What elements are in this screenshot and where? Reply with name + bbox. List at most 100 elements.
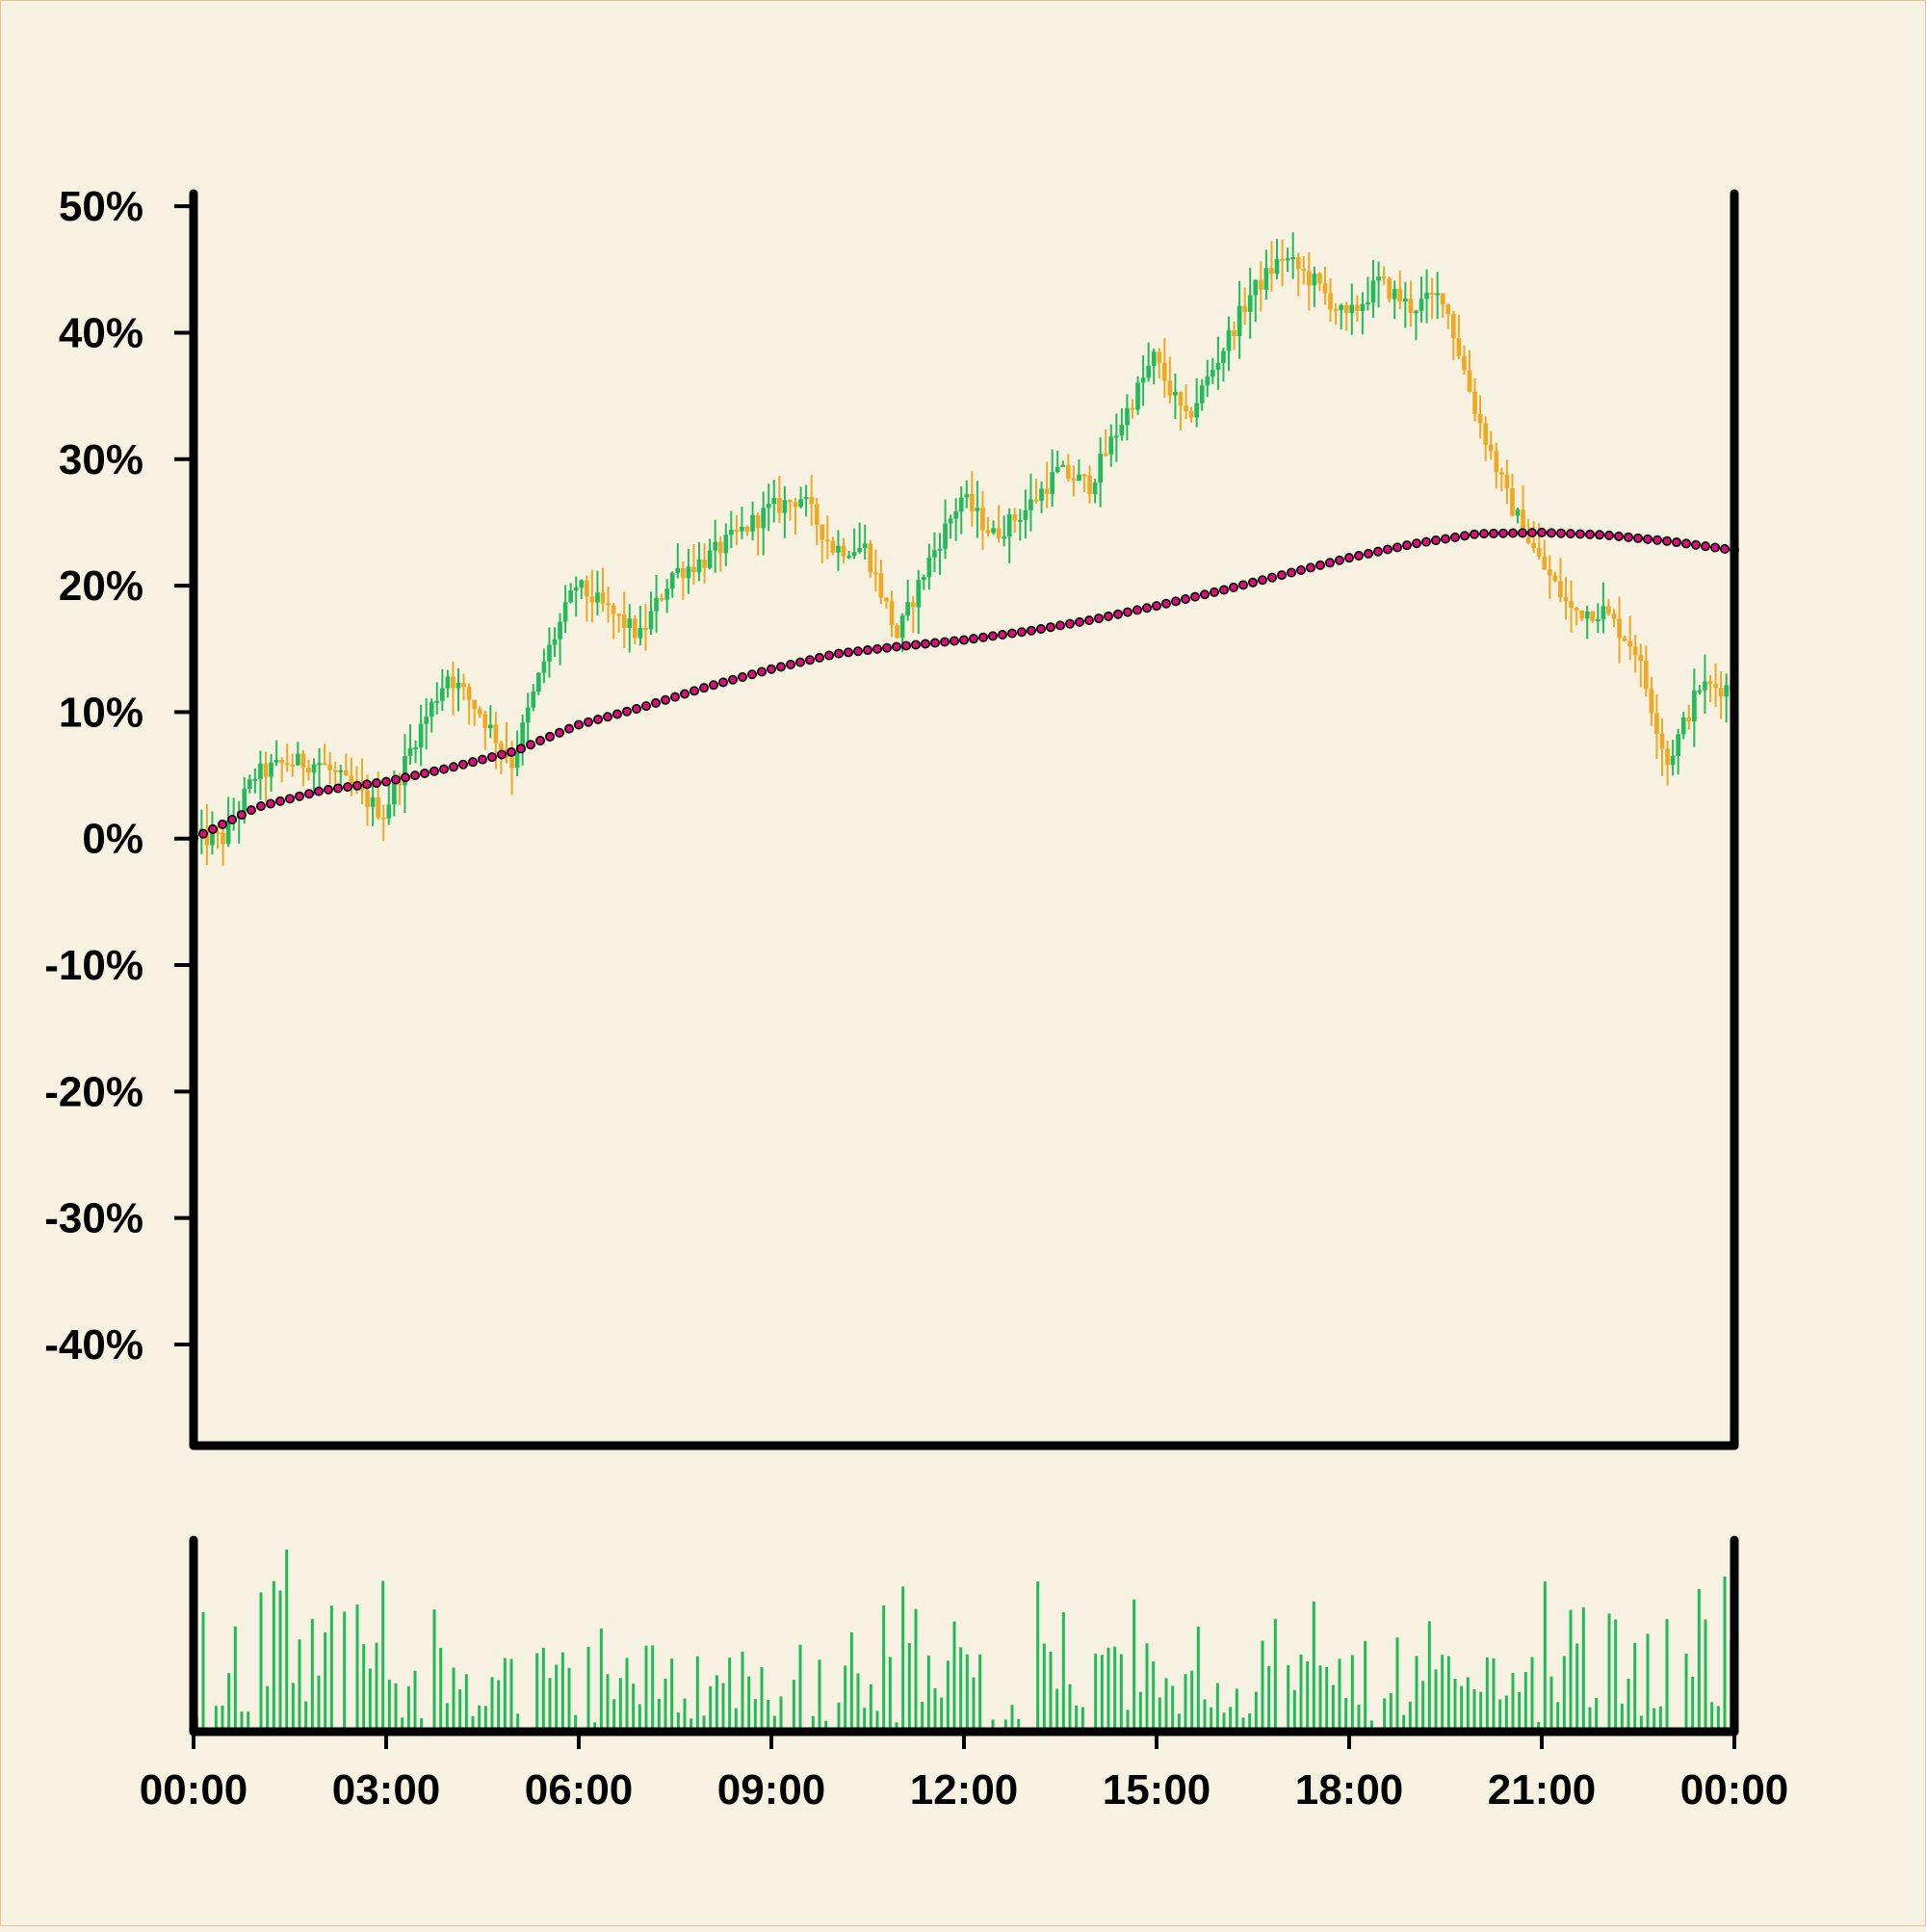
candle-down	[451, 676, 455, 689]
moving-average-dot	[1681, 538, 1692, 549]
moving-average-dot	[294, 791, 304, 801]
candle-up	[761, 508, 766, 529]
candle-down	[344, 770, 349, 776]
moving-average-dot	[1624, 532, 1634, 542]
moving-average-dot	[737, 672, 747, 683]
moving-average-dot	[689, 686, 699, 696]
candle-up	[247, 779, 252, 790]
volume-bar	[1055, 1688, 1059, 1732]
volume-bar	[632, 1684, 636, 1732]
candle-up	[964, 493, 970, 498]
volume-bar	[1658, 1706, 1662, 1732]
volume-bar	[1331, 1684, 1335, 1732]
candle-up	[1424, 292, 1429, 300]
volume-bar	[1267, 1665, 1271, 1732]
candle-up	[729, 530, 734, 535]
candle-up	[311, 764, 317, 773]
candle-down	[306, 768, 311, 773]
volume-bar	[1138, 1691, 1142, 1732]
volume-bar	[503, 1658, 507, 1732]
x-tick-label: 12:00	[910, 1766, 1019, 1814]
volume-bar	[940, 1697, 944, 1732]
volume-bar	[401, 1717, 404, 1732]
volume-bar	[824, 1720, 828, 1732]
volume-bar	[381, 1580, 385, 1732]
volume-bar	[1254, 1691, 1258, 1732]
volume-bar	[413, 1670, 417, 1732]
candle-up	[1435, 293, 1440, 296]
candle-up	[273, 760, 279, 763]
volume-bar	[1306, 1660, 1310, 1732]
volume-bar	[1492, 1658, 1496, 1732]
moving-average-dot	[1431, 535, 1442, 546]
volume-bar	[1010, 1705, 1014, 1732]
x-tick-label: 21:00	[1488, 1766, 1597, 1814]
volume-bar	[1184, 1674, 1187, 1732]
volume-bar	[1446, 1656, 1450, 1732]
volume-bar	[1472, 1689, 1476, 1732]
volume-bar	[1569, 1609, 1573, 1732]
candle-up	[338, 770, 344, 772]
volume-bar	[1581, 1607, 1585, 1732]
candle-down	[1188, 410, 1194, 418]
candle-up	[1054, 466, 1060, 473]
volume-bar	[201, 1611, 205, 1732]
volume-bar	[285, 1550, 289, 1732]
candle-up	[1018, 519, 1023, 522]
volume-panel-frame	[189, 1535, 1739, 1736]
moving-average-dot	[958, 635, 969, 645]
candle-down	[606, 603, 611, 606]
moving-average-dot	[1604, 530, 1615, 540]
candle-down	[1558, 581, 1563, 598]
volume-bar	[978, 1654, 982, 1732]
volume-bar	[760, 1667, 764, 1732]
volume-bar	[1511, 1672, 1515, 1732]
candle-up	[1366, 302, 1370, 305]
moving-average-dot	[313, 786, 324, 796]
candle-down	[1548, 569, 1552, 576]
volume-bar	[1113, 1646, 1117, 1732]
candle-up	[1006, 514, 1012, 537]
candle-down	[472, 699, 477, 710]
candle-up	[1050, 472, 1054, 494]
volume-bar	[933, 1687, 937, 1732]
volume-bar	[702, 1715, 706, 1732]
volume-bar	[709, 1685, 713, 1732]
moving-average-dot	[1701, 541, 1711, 552]
volume-bar	[1595, 1697, 1599, 1732]
moving-average-dot	[1527, 528, 1538, 538]
candle-up	[562, 602, 568, 622]
moving-average-dot	[1027, 625, 1037, 636]
candle-down	[1307, 271, 1312, 286]
volume-bar	[1003, 1719, 1007, 1732]
candle-up	[1274, 258, 1280, 274]
volume-bar	[1627, 1678, 1630, 1732]
volume-bar	[779, 1696, 783, 1732]
volume-bar	[1614, 1619, 1618, 1732]
moving-average-dot	[1325, 558, 1336, 568]
volume-bars	[195, 1550, 1733, 1732]
candle-down	[1157, 352, 1162, 363]
moving-average-dot	[1412, 538, 1422, 549]
candle-down	[1269, 268, 1274, 274]
candle-up	[1349, 304, 1355, 313]
candle-down	[1317, 274, 1322, 284]
candle-down	[359, 786, 365, 791]
candle-down	[1563, 597, 1569, 602]
volume-bar	[1588, 1707, 1592, 1732]
volume-bar	[1196, 1626, 1200, 1732]
candle-up	[696, 560, 702, 573]
candle-down	[1713, 684, 1718, 689]
moving-average-dot	[1075, 616, 1085, 627]
moving-average-dot	[1315, 560, 1326, 570]
candle-up	[1125, 407, 1130, 426]
candle-down	[830, 540, 836, 553]
candle-up	[1312, 274, 1317, 286]
moving-average-dot	[1402, 540, 1413, 551]
price-panel: 50% 40% 30% 20% 10% 0% -10% -20% -30% -40%	[44, 183, 1740, 1450]
moving-average-dot	[554, 727, 564, 738]
moving-average-dot	[1383, 544, 1393, 555]
volume-bar	[298, 1639, 301, 1732]
moving-average-dot	[988, 631, 999, 641]
